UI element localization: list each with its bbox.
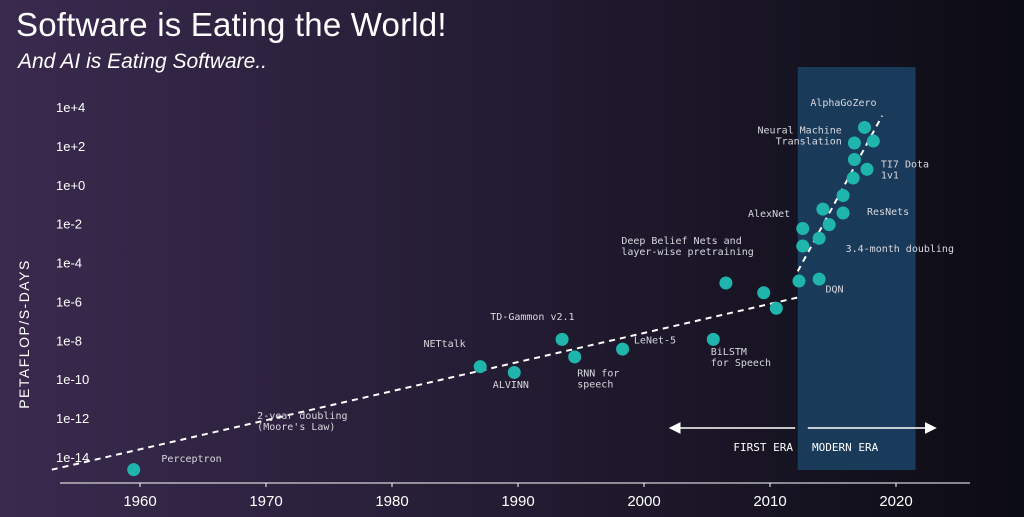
data-point	[769, 301, 783, 315]
annotation-line: speech	[577, 379, 613, 390]
data-point	[555, 332, 569, 346]
y-tick-label: 1e-8	[56, 333, 82, 348]
x-tick-label: 1980	[375, 493, 408, 510]
data-point	[816, 202, 830, 216]
annotation-line: TD-Gammon v2.1	[490, 312, 574, 323]
annotation-label: RNN for speech	[577, 368, 619, 390]
annotation-label: DQN	[825, 285, 843, 296]
data-point	[847, 153, 861, 167]
x-tick-label: 1970	[249, 493, 282, 510]
modern-era-label: MODERN ERA	[812, 441, 879, 454]
y-tick-label: 1e-12	[56, 411, 89, 426]
data-point	[616, 342, 630, 356]
x-tick-label: 1990	[501, 493, 534, 510]
annotation-line: layer-wise pretraining	[621, 247, 753, 258]
x-tick-label: 2020	[879, 493, 912, 510]
data-point	[568, 350, 582, 364]
data-point	[866, 134, 880, 148]
first-era-label: FIRST ERA	[733, 441, 793, 454]
annotation-line: DQN	[825, 285, 843, 296]
modern-era-region	[797, 67, 916, 470]
annotation-line: LeNet-5	[634, 335, 676, 346]
annotation-label: LeNet-5	[634, 335, 676, 346]
annotation-line: AlphaGoZero	[810, 98, 876, 109]
data-point	[822, 218, 836, 232]
data-point	[706, 332, 720, 346]
annotation-label: 3.4-month doubling	[846, 244, 954, 255]
y-tick-label: 1e-14	[56, 450, 89, 465]
annotation-line: ResNets	[867, 207, 909, 218]
slide-subtitle: And AI is Eating Software..	[18, 50, 268, 73]
annotation-label: TD-Gammon v2.1	[490, 312, 574, 323]
y-tick-label: 1e-6	[56, 294, 82, 309]
annotation-line: (Moore's Law)	[257, 422, 335, 433]
data-point	[792, 274, 806, 288]
x-tick-label: 1960	[123, 493, 156, 510]
trend-line-moores-law	[51, 295, 802, 471]
data-point	[812, 272, 826, 286]
data-point	[836, 206, 850, 220]
annotation-line: AlexNet	[748, 209, 790, 220]
data-point	[127, 463, 141, 477]
data-point	[860, 162, 874, 176]
y-tick-label: 1e-4	[56, 256, 82, 271]
annotation-label: AlphaGoZero	[810, 98, 876, 109]
y-tick-label: 1e+0	[56, 178, 85, 193]
y-tick-label: 1e+2	[56, 139, 85, 154]
data-point	[858, 120, 871, 134]
data-point	[507, 365, 521, 379]
annotation-label: ResNets	[867, 207, 909, 218]
annotation-label: NETtalk	[424, 339, 466, 350]
annotation-line: RNN for	[577, 368, 619, 379]
data-point	[836, 189, 850, 202]
data-point	[473, 360, 487, 374]
y-tick-label: 1e+4	[56, 100, 85, 115]
annotation-label: BiLSTM for Speech	[711, 347, 771, 369]
annotation-line: Neural Machine	[758, 125, 842, 136]
annotation-line: TI7 Dota	[881, 159, 929, 170]
x-tick-label: 2010	[753, 493, 786, 510]
annotation-line: 1v1	[881, 170, 899, 181]
data-point	[846, 171, 860, 185]
annotation-line: BiLSTM	[711, 347, 747, 358]
annotation-label: Deep Belief Nets and layer-wise pretraini…	[621, 236, 753, 258]
annotation-line: NETtalk	[424, 339, 466, 350]
annotation-line: 3.4-month doubling	[846, 244, 954, 255]
annotation-label: Perceptron	[161, 454, 221, 465]
x-tick-label: 2000	[627, 493, 660, 510]
data-point	[757, 286, 771, 300]
annotation-line: 2-year doubling	[257, 411, 347, 422]
data-point	[719, 276, 733, 290]
annotation-label: Neural Machine Translation	[758, 125, 842, 147]
y-tick-label: 1e-2	[56, 217, 82, 232]
annotation-label: TI7 Dota 1v1	[881, 159, 929, 181]
annotation-line: Translation	[776, 136, 842, 147]
annotation-line: ALVINN	[493, 380, 529, 391]
data-point	[796, 222, 810, 236]
data-point	[847, 136, 861, 150]
annotation-line: Deep Belief Nets and	[621, 236, 741, 247]
data-point	[812, 231, 826, 245]
data-point	[796, 239, 810, 253]
annotation-label: 2-year doubling (Moore's Law)	[257, 411, 347, 433]
annotation-line: Perceptron	[161, 454, 221, 465]
y-tick-label: 1e-10	[56, 372, 89, 387]
annotation-label: AlexNet	[748, 209, 790, 220]
slide-title: Software is Eating the World!	[16, 6, 447, 43]
annotation-line: for Speech	[711, 358, 771, 369]
annotation-label: ALVINN	[493, 380, 529, 391]
